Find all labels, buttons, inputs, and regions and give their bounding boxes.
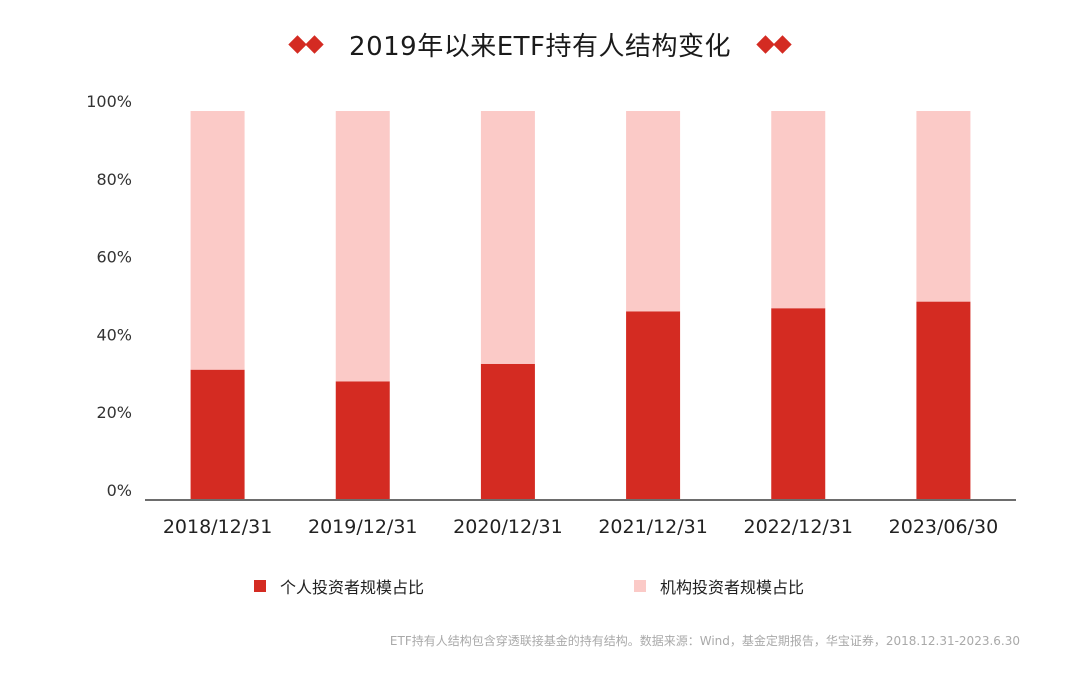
y-tick-label: 60% <box>96 248 132 267</box>
legend-item-institutional: 机构投资者规模占比 <box>634 574 804 598</box>
chart-title: 2019年以来ETF持有人结构变化 <box>349 31 731 62</box>
y-tick-label: 100% <box>86 92 132 111</box>
bar-individual <box>480 363 535 500</box>
bar-institutional <box>190 111 245 370</box>
x-category-label: 2021/12/31 <box>598 516 708 538</box>
x-category-label: 2020/12/31 <box>453 516 563 538</box>
y-tick-label: 0% <box>107 481 132 500</box>
bar-institutional <box>335 111 390 382</box>
y-tick-label: 80% <box>96 170 132 189</box>
x-axis-category-labels: 2018/12/31 2019/12/31 2020/12/31 2021/12/31… <box>163 516 998 538</box>
stacked-bar-chart: 0%20%40%60%80%100% 2018/12/31 2019/12/31 2… <box>86 92 1016 538</box>
bar-institutional <box>626 111 681 312</box>
legend: 个人投资者规模占比 机构投资者规模占比 <box>0 574 1080 598</box>
bar-individual <box>335 381 390 500</box>
legend-swatch-institutional <box>634 580 646 592</box>
x-category-label: 2019/12/31 <box>308 516 418 538</box>
bar-group <box>190 111 971 500</box>
x-category-label: 2023/06/30 <box>889 516 999 538</box>
x-category-label: 2022/12/31 <box>743 516 853 538</box>
bar-individual <box>771 308 826 500</box>
x-category-label: 2018/12/31 <box>163 516 273 538</box>
y-tick-label: 40% <box>96 325 132 344</box>
bar-institutional <box>916 111 971 302</box>
source-note: ETF持有人结构包含穿透联接基金的持有结构。数据来源：Wind，基金定期报告，华… <box>389 634 1020 648</box>
legend-label-institutional: 机构投资者规模占比 <box>660 578 805 597</box>
legend-label-individual: 个人投资者规模占比 <box>280 578 425 597</box>
legend-item-individual: 个人投资者规模占比 <box>254 574 424 598</box>
bar-individual <box>916 301 971 500</box>
bar-institutional <box>771 111 826 309</box>
bar-individual <box>626 311 681 500</box>
title-row: 2019年以来ETF持有人结构变化 <box>0 18 1080 70</box>
y-tick-label: 20% <box>96 403 132 422</box>
bar-individual <box>190 369 245 500</box>
bar-institutional <box>480 111 535 364</box>
y-axis-tick-labels: 0% 20% 40% 60% 80% 100% <box>86 92 132 500</box>
legend-swatch-individual <box>254 580 266 592</box>
